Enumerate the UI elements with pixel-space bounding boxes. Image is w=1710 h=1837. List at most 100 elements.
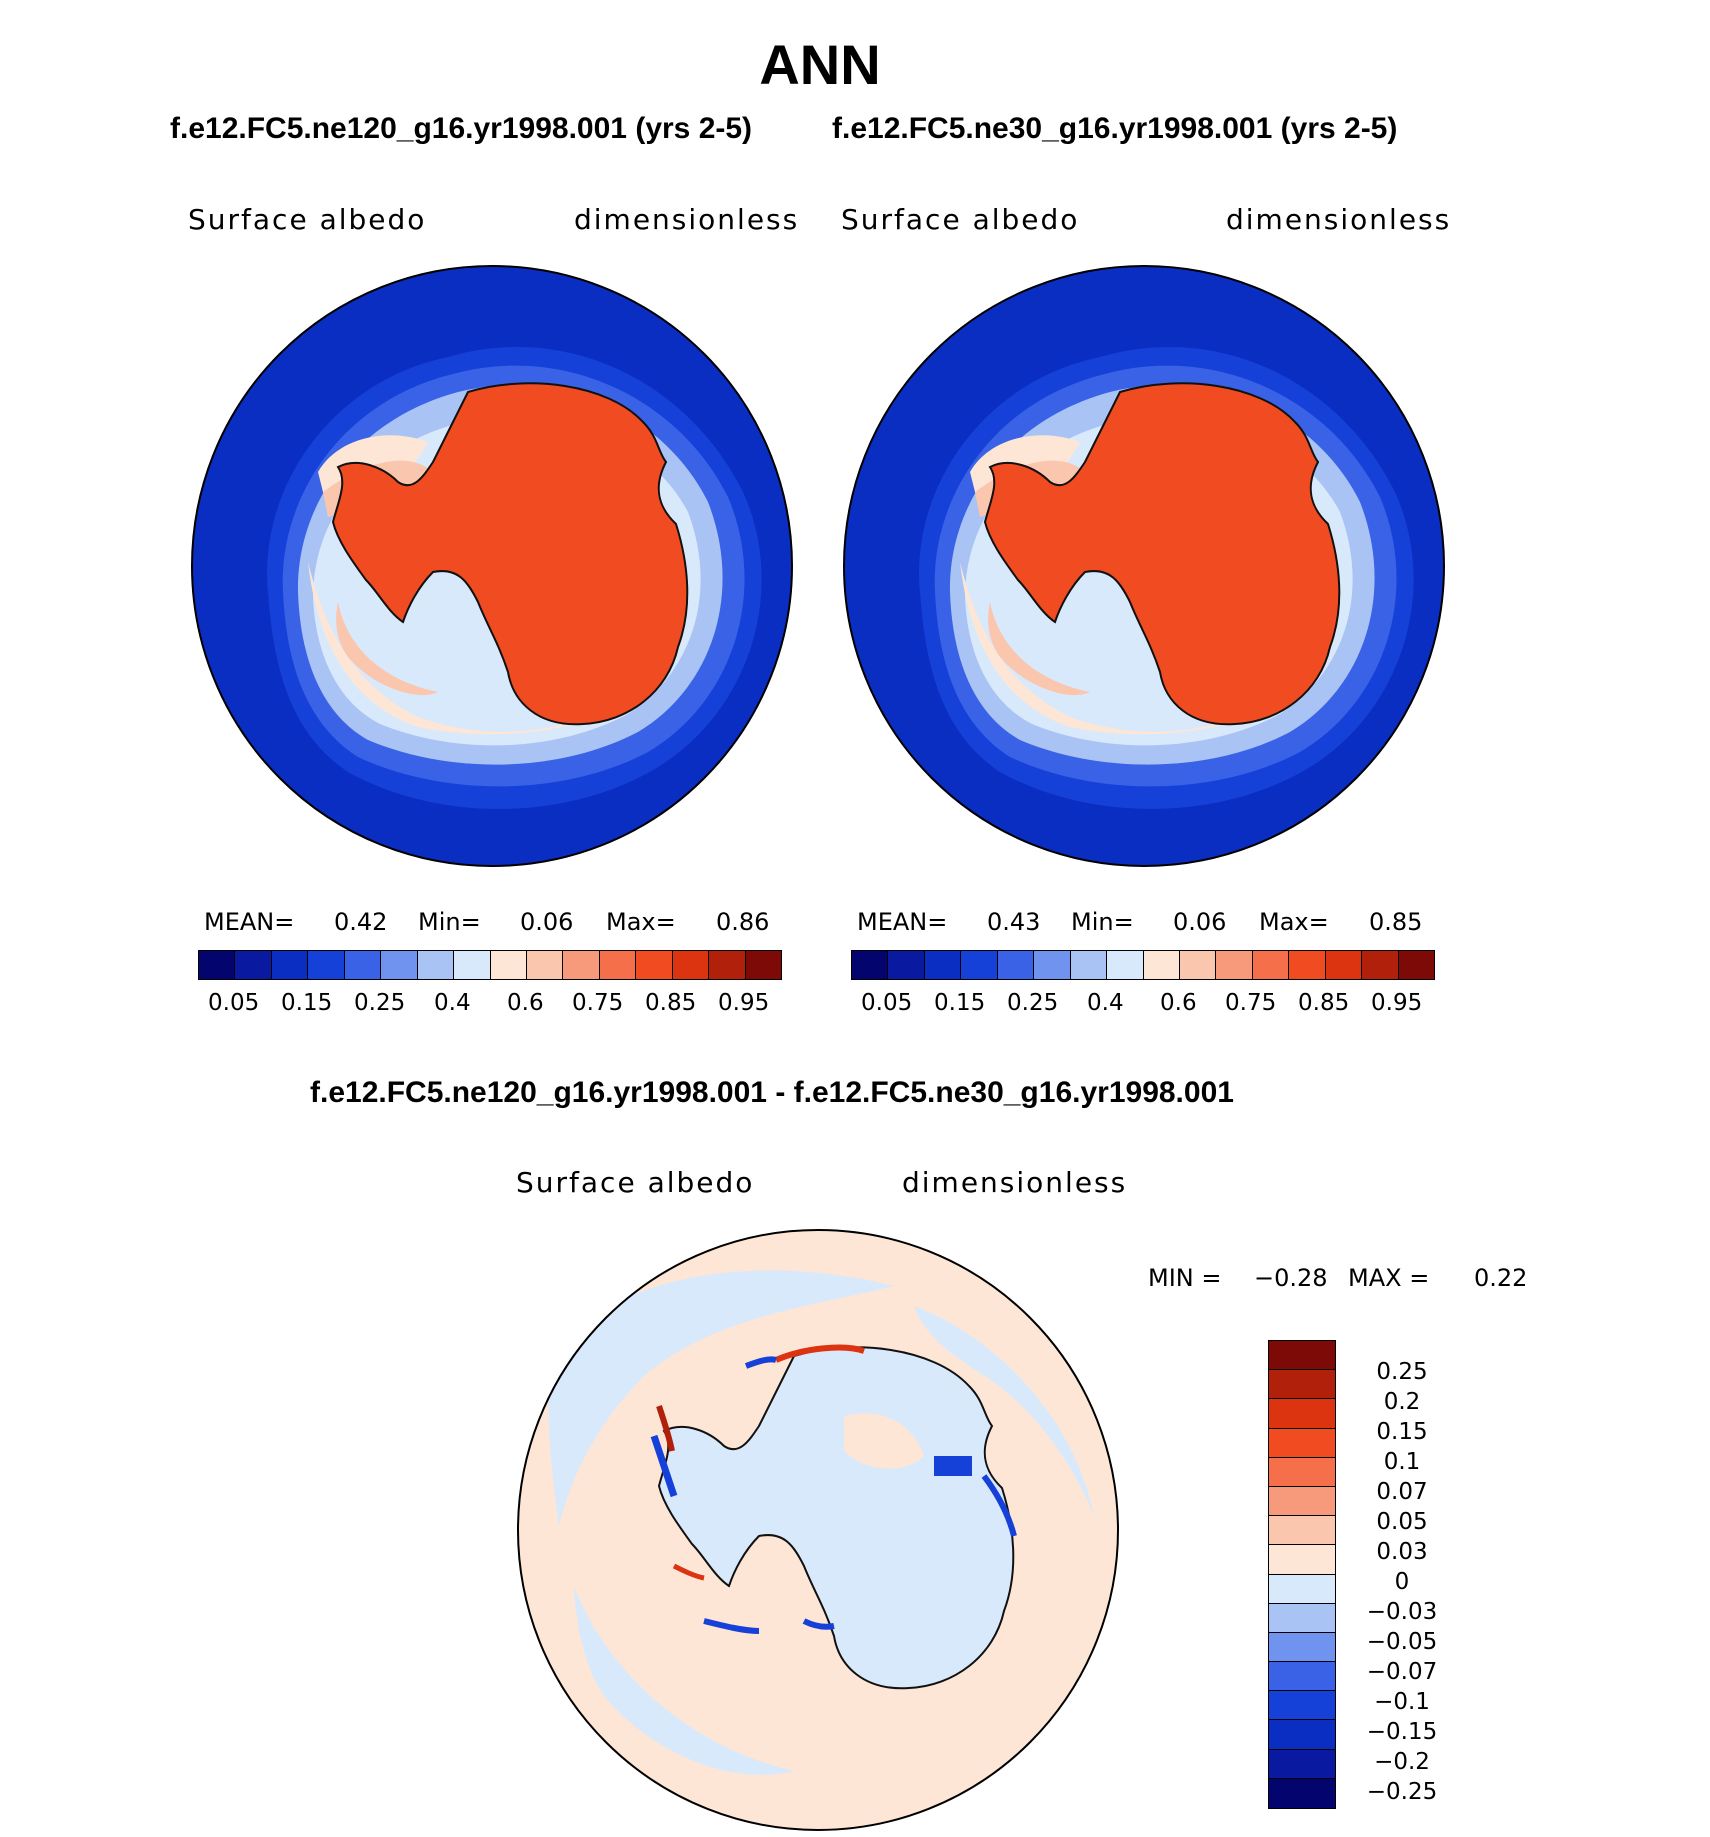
units-label-left: dimensionless: [574, 203, 800, 236]
colorbar-tick: 0.15: [934, 990, 986, 1016]
colorbar-tick: −0.05: [1366, 1629, 1438, 1655]
colorbar-tick: 0.85: [645, 990, 697, 1016]
colorbar-swatch: [1269, 1516, 1335, 1546]
diff-min-label: MIN =: [1148, 1264, 1222, 1292]
colorbar-tick: 0.25: [1376, 1359, 1428, 1385]
colorbar-swatch: [1179, 951, 1217, 979]
difference-anomaly-negative: [934, 1456, 972, 1476]
colorbar-swatch: [1269, 1370, 1335, 1400]
colorbar-swatch: [852, 951, 889, 979]
sea-ice-fringe: [323, 460, 438, 696]
colorbar-swatch: [1269, 1749, 1335, 1779]
colorbar-tick: 0.6: [1160, 990, 1197, 1016]
colorbar-right: [851, 950, 1435, 980]
colorbar-swatch: [1398, 951, 1434, 979]
colorbar-swatch: [308, 951, 345, 979]
colorbar-swatch: [1325, 951, 1363, 979]
diff-max-value: 0.22: [1474, 1264, 1528, 1292]
mean-value-left: 0.42: [334, 908, 388, 936]
map-panel-right: [843, 265, 1445, 867]
colorbar-swatch: [1269, 1720, 1335, 1750]
colorbar-swatch: [381, 951, 418, 979]
sea-ice-fringe: [975, 460, 1090, 696]
colorbar-swatch: [1269, 1457, 1335, 1487]
colorbar-swatch: [1070, 951, 1108, 979]
map-panel-difference: [517, 1229, 1119, 1831]
colorbar-swatch: [1143, 951, 1180, 979]
colorbar-tick: 0.15: [281, 990, 333, 1016]
colorbar-tick: 0.25: [354, 990, 406, 1016]
colorbar-tick: 0.2: [1383, 1389, 1421, 1415]
colorbar-tick: 0.15: [1376, 1419, 1428, 1445]
colorbar-tick: 0: [1394, 1569, 1410, 1595]
difference-anomaly-negative: [650, 1434, 678, 1498]
colorbar-swatch: [1269, 1399, 1335, 1429]
colorbar-tick: 0.1: [1383, 1449, 1421, 1475]
mean-label-right: MEAN=: [857, 908, 948, 936]
figure-title: ANN: [759, 33, 881, 96]
colorbar-left: [198, 950, 782, 980]
colorbar-swatch: [417, 951, 455, 979]
colorbar-swatch: [1269, 1691, 1335, 1721]
colorbar-swatch: [1269, 1574, 1335, 1604]
colorbar-swatch: [1269, 1662, 1335, 1692]
colorbar-swatch: [271, 951, 309, 979]
colorbar-tick: −0.1: [1374, 1689, 1430, 1715]
colorbar-tick: 0.07: [1376, 1479, 1428, 1505]
max-value-right: 0.85: [1369, 908, 1423, 936]
colorbar-tick: 0.05: [1376, 1509, 1428, 1535]
colorbar-swatch: [997, 951, 1035, 979]
colorbar-tick: 0.95: [718, 990, 770, 1016]
min-label-left: Min=: [418, 908, 481, 936]
antarctica-landmass: [331, 382, 689, 726]
min-value-right: 0.06: [1173, 908, 1227, 936]
colorbar-tick: 0.75: [1225, 990, 1277, 1016]
colorbar-swatch: [1362, 951, 1399, 979]
colorbar-difference: [1268, 1340, 1336, 1809]
colorbar-swatch: [563, 951, 600, 979]
colorbar-tick: −0.07: [1366, 1659, 1438, 1685]
colorbar-swatch: [1252, 951, 1290, 979]
colorbar-swatch: [454, 951, 491, 979]
colorbar-swatch: [1216, 951, 1253, 979]
diff-max-label: MAX =: [1348, 1264, 1430, 1292]
colorbar-tick: 0.95: [1371, 990, 1423, 1016]
min-label-right: Min=: [1071, 908, 1134, 936]
case-title-left: f.e12.FC5.ne120_g16.yr1998.001 (yrs 2-5): [170, 112, 753, 145]
colorbar-swatch: [1269, 1603, 1335, 1633]
colorbar-tick: −0.03: [1366, 1599, 1438, 1625]
colorbar-swatch: [1289, 951, 1326, 979]
antarctica-landmass: [657, 1346, 1015, 1690]
colorbar-swatch: [745, 951, 781, 979]
colorbar-tick: 0.25: [1007, 990, 1059, 1016]
diff-title: f.e12.FC5.ne120_g16.yr1998.001 - f.e12.F…: [310, 1076, 1234, 1109]
variable-label-left: Surface albedo: [188, 203, 427, 236]
colorbar-swatch: [709, 951, 746, 979]
colorbar-tick: −0.2: [1374, 1749, 1430, 1775]
colorbar-tick: 0.03: [1376, 1539, 1428, 1565]
antarctica-landmass: [983, 382, 1341, 726]
colorbar-swatch: [1107, 951, 1144, 979]
colorbar-swatch: [344, 951, 382, 979]
colorbar-swatch: [1269, 1341, 1335, 1371]
colorbar-swatch: [1269, 1428, 1335, 1458]
colorbar-swatch: [888, 951, 925, 979]
max-label-left: Max=: [606, 908, 676, 936]
difference-anomaly-positive: [656, 1405, 675, 1452]
colorbar-swatch: [1269, 1486, 1335, 1517]
max-label-right: Max=: [1259, 908, 1329, 936]
colorbar-swatch: [1269, 1778, 1335, 1808]
min-value-left: 0.06: [520, 908, 574, 936]
diff-min-value: −0.28: [1254, 1264, 1328, 1292]
units-label-right: dimensionless: [1226, 203, 1452, 236]
mean-value-right: 0.43: [987, 908, 1041, 936]
colorbar-swatch: [235, 951, 272, 979]
colorbar-swatch: [961, 951, 998, 979]
mean-label-left: MEAN=: [204, 908, 295, 936]
case-title-right: f.e12.FC5.ne30_g16.yr1998.001 (yrs 2-5): [832, 112, 1398, 145]
diff-units-label: dimensionless: [902, 1166, 1128, 1199]
colorbar-tick: 0.85: [1298, 990, 1350, 1016]
colorbar-swatch: [1269, 1632, 1335, 1663]
colorbar-swatch: [526, 951, 564, 979]
colorbar-swatch: [672, 951, 710, 979]
